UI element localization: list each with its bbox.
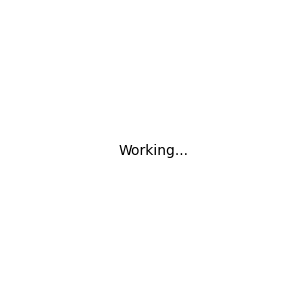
Text: Working...: Working... (119, 145, 189, 158)
